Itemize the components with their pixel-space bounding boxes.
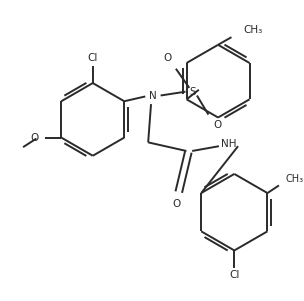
Text: S: S: [190, 87, 196, 97]
Text: CH₃: CH₃: [286, 174, 304, 184]
Text: NH: NH: [221, 139, 236, 149]
Text: CH₃: CH₃: [243, 26, 262, 36]
Text: Cl: Cl: [229, 270, 240, 280]
Text: O: O: [213, 120, 221, 130]
Text: O: O: [163, 53, 171, 63]
Text: Cl: Cl: [88, 53, 98, 63]
Text: O: O: [173, 199, 181, 209]
Text: N: N: [149, 92, 157, 101]
Text: O: O: [30, 132, 38, 143]
